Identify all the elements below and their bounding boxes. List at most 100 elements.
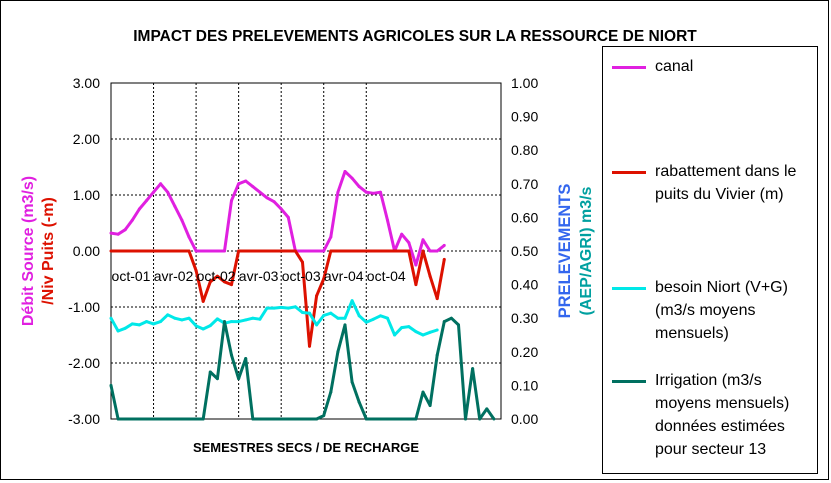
series-1-point xyxy=(187,235,191,239)
y-right-tick-label: 0.20 xyxy=(511,344,538,360)
series-2-point xyxy=(109,249,113,253)
series-3-point xyxy=(144,320,148,324)
series-4-point xyxy=(428,404,432,408)
y-left-tick-label: -3.00 xyxy=(68,411,100,427)
y-axis-left-label-line1: Débit Source (m3/s) xyxy=(20,176,37,326)
series-4-point xyxy=(194,417,198,421)
series-3-point xyxy=(272,306,276,310)
series-4-point xyxy=(109,383,113,387)
y-right-tick-label: 0.60 xyxy=(511,209,538,225)
series-2-point xyxy=(237,249,241,253)
series-4-point xyxy=(308,417,312,421)
series-1-point xyxy=(173,204,177,208)
series-4-point xyxy=(144,417,148,421)
series-2-point xyxy=(251,249,255,253)
series-3-point xyxy=(201,327,205,331)
series-3-point xyxy=(137,323,141,327)
series-3-point xyxy=(428,330,432,334)
series-3-point xyxy=(378,314,382,318)
series-2-point xyxy=(308,344,312,348)
y-axis-right-label-line2: (AEP/AGRI) m3/s xyxy=(578,186,595,315)
series-1-point xyxy=(343,169,347,173)
series-2-point xyxy=(230,283,234,287)
series-3-point xyxy=(166,313,170,317)
series-line-1 xyxy=(110,170,446,267)
series-1-point xyxy=(407,241,411,245)
series-4-point xyxy=(166,417,170,421)
series-2-point xyxy=(272,249,276,253)
series-1-point xyxy=(421,238,425,242)
series-2-point xyxy=(414,283,418,287)
series-4-point xyxy=(471,367,475,371)
series-4-point xyxy=(130,417,134,421)
legend-label: Irrigation (m3/s moyens mensuels) données … xyxy=(655,369,815,461)
series-4-point xyxy=(393,417,397,421)
series-1-point xyxy=(123,228,127,232)
chart-title: IMPACT DES PRELEVEMENTS AGRICOLES SUR LA… xyxy=(133,28,697,45)
series-4-point xyxy=(201,417,205,421)
series-1-point xyxy=(364,190,368,194)
series-4-point xyxy=(293,417,297,421)
series-3-point xyxy=(386,316,390,320)
series-2-point xyxy=(421,249,425,253)
series-1-point xyxy=(300,249,304,253)
y-right-tick-label: 0.50 xyxy=(511,243,538,259)
series-3-point xyxy=(329,311,333,315)
series-2-point xyxy=(116,249,120,253)
y-right-tick-label: 0.90 xyxy=(511,109,538,125)
series-3-point xyxy=(258,317,262,321)
series-1-point xyxy=(386,218,390,222)
legend: canal rabattement dans le puits du Vivier … xyxy=(602,46,818,474)
series-2-point xyxy=(258,249,262,253)
series-2-point xyxy=(123,249,127,253)
series-4-point xyxy=(222,320,226,324)
series-1-point xyxy=(308,249,312,253)
series-4-point xyxy=(258,417,262,421)
series-2-point xyxy=(357,249,361,253)
series-2-point xyxy=(173,249,177,253)
series-2-point xyxy=(300,260,304,264)
series-2-point xyxy=(407,249,411,253)
series-3-point xyxy=(350,299,354,303)
series-4-point xyxy=(492,417,496,421)
y-right-tick-label: 1.00 xyxy=(511,75,538,91)
series-1-point xyxy=(194,249,198,253)
series-4-point xyxy=(152,417,156,421)
series-2-point xyxy=(279,249,283,253)
series-1-point xyxy=(336,190,340,194)
series-3-point xyxy=(109,316,113,320)
series-3-point xyxy=(414,330,418,334)
series-2-point xyxy=(166,249,170,253)
series-2-point xyxy=(208,280,212,284)
series-1-point xyxy=(414,263,418,267)
series-3-point xyxy=(116,329,120,333)
legend-swatch xyxy=(612,171,646,174)
series-4-point xyxy=(159,417,163,421)
series-2-point xyxy=(393,249,397,253)
legend-swatch xyxy=(612,380,646,383)
series-1-point xyxy=(265,196,269,200)
series-3-point xyxy=(364,320,368,324)
series-4-point xyxy=(237,377,241,381)
series-4-point xyxy=(322,414,326,418)
series-3-point xyxy=(371,317,375,321)
series-2-point xyxy=(265,249,269,253)
series-1-point xyxy=(201,249,205,253)
legend-label: canal xyxy=(655,55,815,78)
series-1-point xyxy=(208,249,212,253)
series-3-point xyxy=(215,317,219,321)
legend-label-line: données estimées xyxy=(655,418,785,435)
series-3-point xyxy=(322,314,326,318)
y-left-tick-label: -1.00 xyxy=(68,299,100,315)
series-2-point xyxy=(137,249,141,253)
series-4-point xyxy=(421,390,425,394)
series-2-point xyxy=(442,257,446,261)
series-3-point xyxy=(293,305,297,309)
series-4-point xyxy=(386,417,390,421)
series-4-point xyxy=(215,377,219,381)
series-4-point xyxy=(244,357,248,361)
series-3-point xyxy=(336,316,340,320)
series-1-point xyxy=(357,185,361,189)
series-1-point xyxy=(251,185,255,189)
series-1-point xyxy=(116,232,120,236)
